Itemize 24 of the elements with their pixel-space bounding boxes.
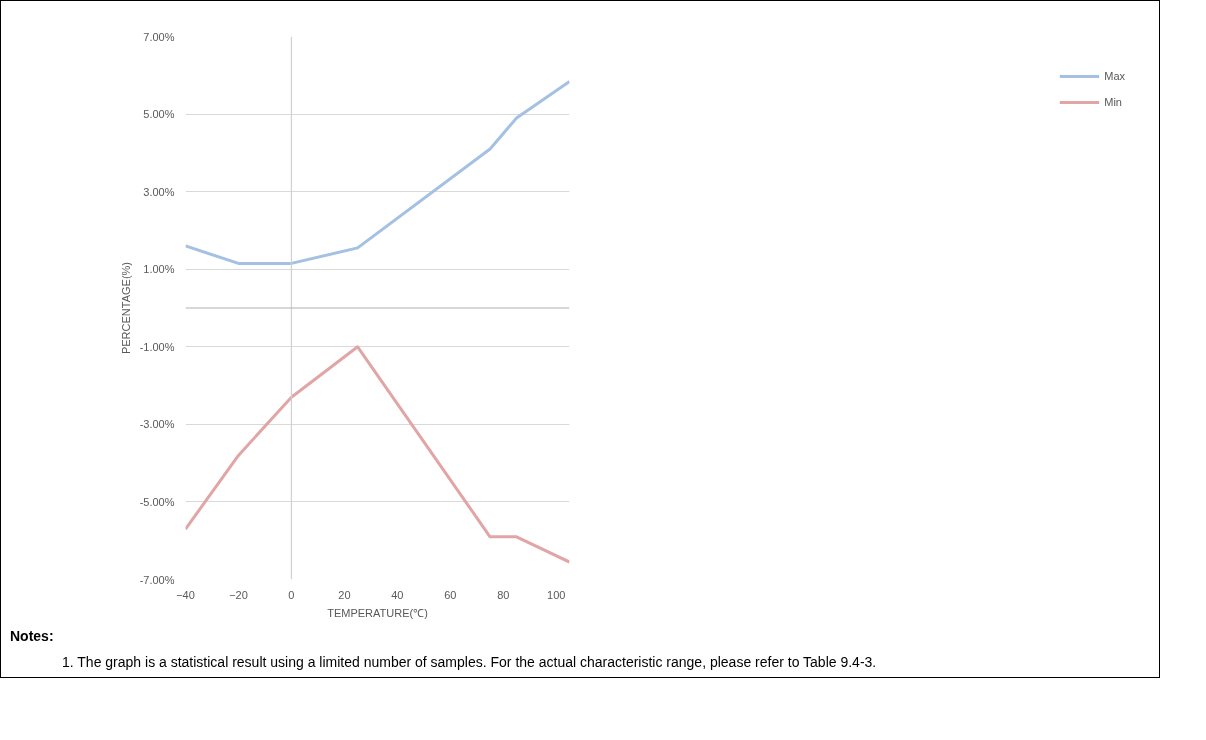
y-tick-label: 5.00% [143,108,175,121]
x-tick-label: 60 [444,588,457,601]
legend-label: Min [1104,96,1123,108]
x-tick-label: 80 [497,588,510,601]
line-series [185,345,570,564]
y-tick-label: 1.00% [143,263,175,276]
y-tick-label: -5.00% [139,495,175,508]
y-axis-title: PERCENTAGE(%) [119,261,132,355]
y-tick-label: -7.00% [139,573,175,586]
text: 1. The graph is a statistical result using a limited number of samples. For the actual characteristic range, please refer to Table 9.4-3. [61,653,877,672]
x-tick-label: 40 [391,588,404,601]
legend-label: Max [1104,70,1125,82]
x-tick-label: −40 [176,588,195,601]
x-axis-title: TEMPERATURE(℃) [327,606,428,619]
x-tick-label: 100 [547,588,566,601]
y-tick-label: -3.00% [139,418,175,431]
y-tick-label: 3.00% [143,185,175,198]
y-tick-label: 7.00% [143,30,175,43]
x-tick-label: −20 [229,588,248,601]
line-series [185,79,570,265]
x-tick-label: 0 [288,588,295,601]
y-tick-label: -1.00% [139,340,175,353]
x-tick-label: 20 [338,588,351,601]
text: Notes: [10,627,55,646]
